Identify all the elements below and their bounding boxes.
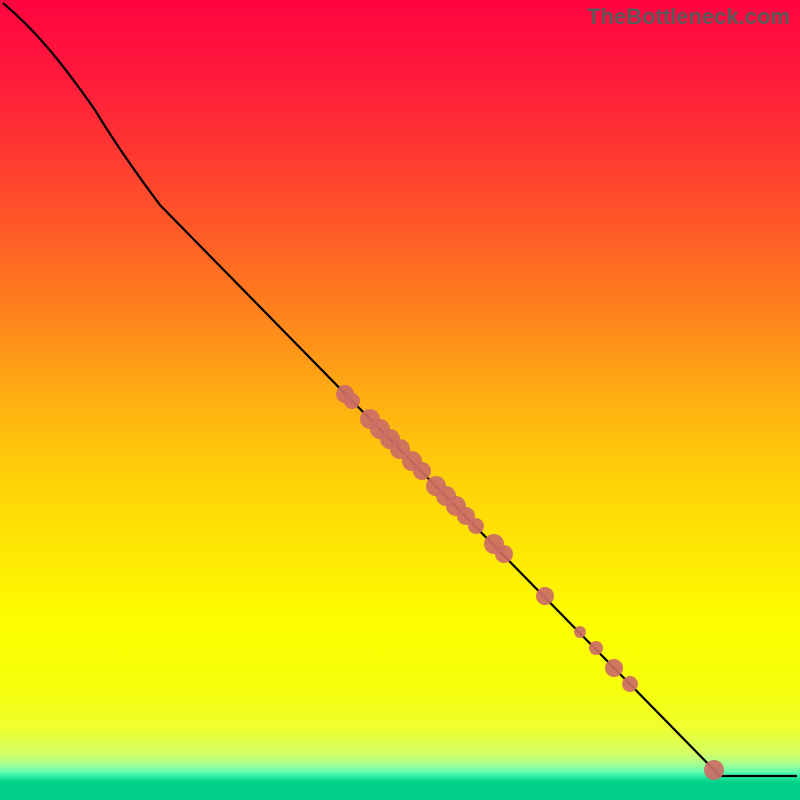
- data-point: [413, 462, 431, 480]
- curve-layer: [0, 0, 800, 800]
- data-point: [589, 641, 603, 655]
- data-point: [468, 518, 484, 534]
- data-point: [574, 626, 586, 638]
- bottleneck-chart: TheBottleneck.com: [0, 0, 800, 800]
- data-point: [536, 587, 554, 605]
- data-point: [495, 545, 513, 563]
- watermark-text: TheBottleneck.com: [587, 4, 790, 30]
- bottleneck-curve: [3, 3, 797, 776]
- data-point: [622, 676, 638, 692]
- data-point: [704, 760, 724, 780]
- data-point: [344, 393, 360, 409]
- data-point: [605, 659, 623, 677]
